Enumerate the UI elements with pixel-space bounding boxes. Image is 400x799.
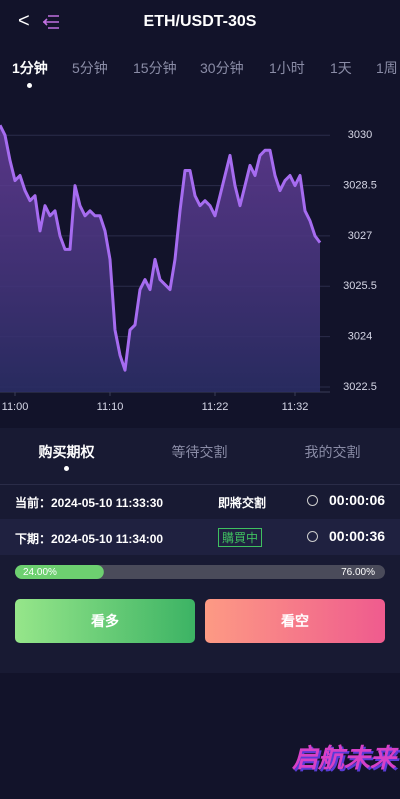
y-tick-label: 3024 [348,331,372,343]
back-button[interactable]: < [18,10,30,32]
active-dot [27,83,32,88]
period-tab[interactable]: 30分钟 [200,60,244,76]
chart: 3022.5 3024 3025.5 3027 3028.5 3030 11:00 11:10… [0,124,377,413]
menu-icon[interactable] [42,14,60,30]
x-tick-label: 11:32 [282,401,309,413]
progress-label: 24.00% [23,567,57,578]
progress: 24.00% 76.00% [15,565,385,579]
title: ETH/USDT-30S [143,13,257,30]
divider [0,484,400,485]
period-tab[interactable]: 1分钟 [12,60,48,76]
y-tick-label: 3025.5 [343,280,377,292]
active-dot [64,466,69,471]
y-tick-label: 3030 [348,129,372,141]
period-tab[interactable]: 15分钟 [133,60,177,76]
y-tick-label: 3027 [348,230,372,242]
round-time: 下期：2024-05-10 11:34:00 [15,532,164,546]
round-row: 当前：2024-05-10 11:33:30 即將交割 00:00:06 [0,483,400,519]
round-time: 当前：2024-05-10 11:33:30 [15,496,164,510]
period-tab[interactable]: 1天 [330,60,352,76]
area [0,125,320,392]
countdown: 00:00:06 [329,492,386,508]
y-tick-label: 3028.5 [343,179,377,191]
progress-fill [15,565,104,579]
progress-label: 76.00% [341,567,375,578]
x-tick-label: 11:00 [2,401,29,413]
clock-icon [307,495,318,506]
period-tab[interactable]: 5分钟 [72,60,108,76]
period-tab[interactable]: 1周 [376,60,398,76]
round-status: 即將交割 [218,496,267,510]
buy-down-button[interactable]: 看空 [205,599,385,643]
order-tab[interactable]: 购买期权 [38,444,95,460]
clock-icon [307,531,318,542]
progress-track [15,565,385,579]
buy-up-button[interactable]: 看多 [15,599,195,643]
price-line [0,124,322,372]
y-tick-label: 3022.5 [343,381,377,393]
order-tab[interactable]: 等待交割 [171,444,228,460]
round-status: 購買中 [218,528,263,547]
period-tab[interactable]: 1小时 [269,60,305,76]
countdown: 00:00:36 [329,528,386,544]
x-tick-label: 11:22 [202,401,229,413]
x-tick-label: 11:10 [97,401,124,413]
order-tab[interactable]: 我的交割 [304,444,361,460]
logo: 启航未来 [292,743,397,773]
round-row: 下期：2024-05-10 11:34:00 購買中 00:00:36 [0,519,400,555]
